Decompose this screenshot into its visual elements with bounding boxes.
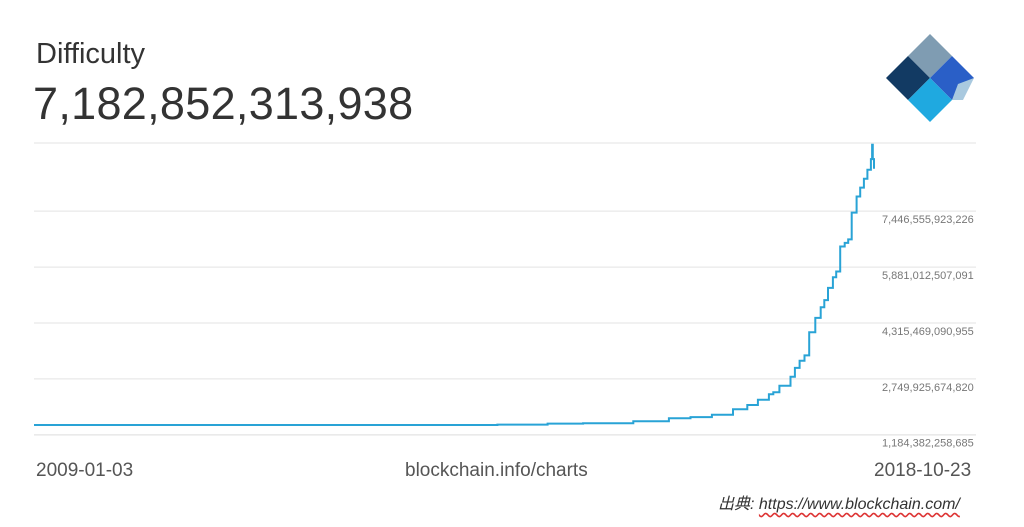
y-tick-label: 7,446,555,923,226 — [882, 214, 974, 226]
y-tick-label: 4,315,469,090,955 — [882, 326, 974, 338]
grid-layer — [34, 142, 976, 436]
source-credit: 出典: https://www.blockchain.com/ — [718, 490, 960, 514]
chart-title: Difficulty — [36, 38, 146, 70]
y-tick-label: 5,881,012,507,091 — [882, 270, 974, 282]
blockchain-logo — [886, 34, 974, 122]
difficulty-series-line — [34, 143, 875, 426]
x-axis-start-date: 2009-01-03 — [36, 460, 134, 481]
y-tick-label: 2,749,925,674,820 — [882, 382, 974, 394]
y-tick-label: 1,184,382,258,685 — [882, 438, 974, 450]
current-difficulty-value: 7,182,852,313,938 — [33, 78, 414, 129]
logo-tile-bottom — [908, 78, 952, 122]
x-axis-end-date: 2018-10-23 — [874, 460, 972, 481]
y-tick-labels: 1,184,382,258,685 2,749,925,674,820 4,315,… — [882, 214, 974, 450]
source-link[interactable]: https://www.blockchain.com/ — [758, 496, 960, 513]
source-prefix: 出典: — [718, 496, 759, 513]
logo-tile-corner2 — [952, 78, 974, 100]
chart-source-label: blockchain.info/charts — [405, 460, 588, 481]
